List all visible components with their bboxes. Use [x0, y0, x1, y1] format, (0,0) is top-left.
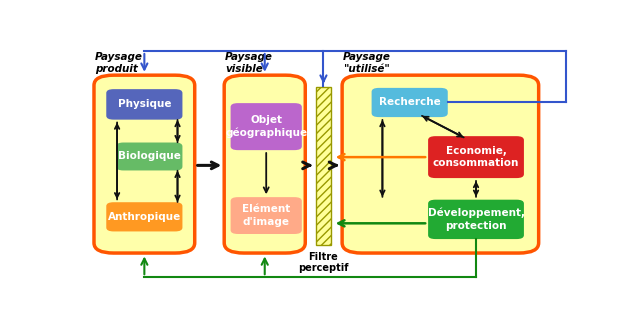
Bar [316, 86, 332, 246]
FancyBboxPatch shape [224, 75, 305, 253]
FancyBboxPatch shape [94, 75, 195, 253]
FancyBboxPatch shape [342, 75, 539, 253]
Text: Economie,
consommation: Economie, consommation [433, 146, 519, 168]
FancyBboxPatch shape [107, 202, 183, 231]
FancyBboxPatch shape [372, 88, 448, 117]
Text: Paysage
visible: Paysage visible [225, 52, 273, 74]
FancyBboxPatch shape [231, 197, 302, 234]
Text: Objet
géographique: Objet géographique [225, 115, 307, 138]
Text: Paysage
"utilisé": Paysage "utilisé" [343, 52, 391, 74]
Text: Recherche: Recherche [378, 97, 441, 108]
FancyBboxPatch shape [428, 200, 524, 239]
Text: Développement,
protection: Développement, protection [427, 208, 524, 231]
FancyBboxPatch shape [107, 89, 183, 120]
FancyBboxPatch shape [116, 143, 183, 171]
FancyBboxPatch shape [231, 103, 302, 150]
Text: Anthropique: Anthropique [108, 212, 181, 222]
Text: Filtre
perceptif: Filtre perceptif [298, 252, 349, 273]
Text: Physique: Physique [117, 99, 171, 110]
Text: Paysage
produit: Paysage produit [95, 52, 143, 74]
Text: Elément
d'image: Elément d'image [242, 204, 290, 227]
FancyBboxPatch shape [428, 136, 524, 178]
Text: Biologique: Biologique [118, 151, 181, 161]
